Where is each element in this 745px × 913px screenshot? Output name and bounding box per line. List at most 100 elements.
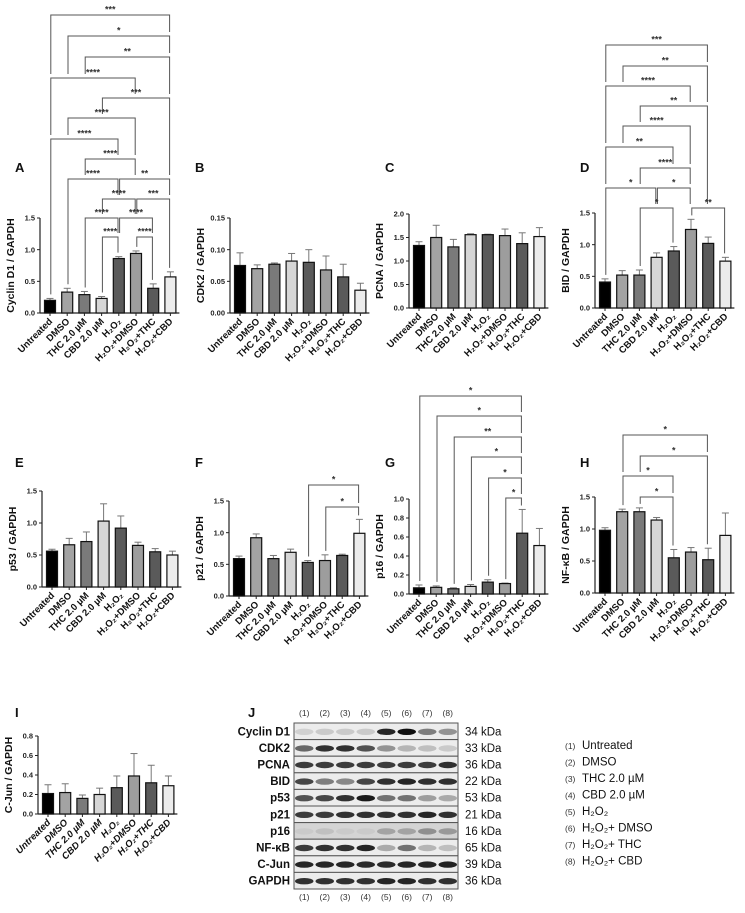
y-axis-label: NF-κB / GAPDH bbox=[560, 506, 572, 584]
protein-band bbox=[315, 795, 334, 802]
bar bbox=[702, 559, 715, 594]
significance-label: **** bbox=[95, 208, 110, 218]
significance-bracket bbox=[101, 97, 171, 175]
bar bbox=[412, 587, 426, 595]
significance-bracket bbox=[622, 475, 674, 506]
legend-number: (2) bbox=[565, 758, 576, 768]
significance-bracket bbox=[67, 178, 119, 285]
protein-band bbox=[438, 745, 457, 752]
significance-bracket bbox=[84, 56, 171, 94]
y-tick-label: 0.0 bbox=[27, 583, 37, 592]
protein-band bbox=[438, 861, 457, 868]
protein-band bbox=[377, 844, 396, 852]
protein-band bbox=[356, 828, 375, 835]
bar bbox=[78, 294, 91, 314]
significance-bracket bbox=[639, 105, 708, 204]
significance-label: * bbox=[332, 475, 336, 485]
molecular-weight-label: 36 kDa bbox=[465, 876, 502, 888]
protein-band bbox=[397, 828, 416, 835]
significance-bracket bbox=[67, 117, 136, 155]
protein-band bbox=[356, 745, 375, 752]
lane-label-top: (2) bbox=[320, 708, 331, 718]
bar bbox=[533, 544, 546, 595]
panel-letter: B bbox=[195, 160, 204, 175]
bar bbox=[336, 554, 349, 597]
bar bbox=[97, 520, 110, 588]
protein-band bbox=[315, 811, 334, 818]
protein-band bbox=[295, 811, 314, 818]
y-axis-label: p21 / GAPDH bbox=[194, 516, 206, 581]
bar bbox=[684, 551, 698, 594]
bar bbox=[464, 585, 477, 595]
significance-bracket bbox=[656, 187, 691, 204]
y-tick-label: 1.5 bbox=[394, 233, 404, 242]
legend-number: (1) bbox=[565, 741, 576, 751]
bar bbox=[667, 557, 680, 594]
panel-j-western-blot: J (1) (1) (2) (2) (3) (3) (4) (4) (5) (5) (6) (6) (7)… bbox=[238, 705, 502, 902]
y-tick-label: 0.2 bbox=[23, 790, 33, 799]
bar bbox=[45, 550, 59, 588]
y-tick-label: 0.2 bbox=[394, 571, 404, 580]
significance-bracket bbox=[101, 198, 136, 214]
bar bbox=[533, 235, 546, 309]
protein-band bbox=[356, 778, 375, 785]
bar bbox=[353, 532, 366, 597]
protein-band bbox=[315, 745, 334, 752]
lane-label-top: (4) bbox=[361, 708, 372, 718]
bar bbox=[110, 787, 123, 815]
bar bbox=[354, 289, 367, 314]
protein-band bbox=[418, 878, 437, 885]
y-tick-label: 1.0 bbox=[580, 240, 590, 249]
bar bbox=[131, 544, 145, 588]
bar bbox=[430, 586, 443, 595]
significance-label: **** bbox=[86, 169, 101, 179]
lane-label-bottom: (8) bbox=[443, 892, 454, 902]
protein-band bbox=[397, 878, 416, 885]
significance-label: * bbox=[503, 468, 507, 478]
y-tick-label: 0.00 bbox=[210, 309, 225, 318]
blot-row-bid: BID 22 kDa bbox=[270, 772, 502, 790]
lane-label-bottom: (6) bbox=[402, 892, 413, 902]
bar bbox=[447, 588, 460, 595]
molecular-weight-label: 34 kDa bbox=[465, 726, 502, 738]
lane-label-top: (5) bbox=[381, 708, 392, 718]
panel-letter: F bbox=[195, 455, 203, 470]
panel-letter: E bbox=[15, 455, 24, 470]
protein-band bbox=[356, 811, 375, 818]
bar bbox=[616, 511, 629, 594]
significance-bracket bbox=[622, 125, 691, 164]
bar bbox=[516, 532, 529, 595]
bar bbox=[302, 261, 315, 314]
significance-label: * bbox=[340, 497, 344, 507]
protein-band bbox=[295, 878, 314, 885]
significance-label: *** bbox=[651, 35, 662, 45]
blot-row-cdk2: CDK2 33 kDa bbox=[259, 739, 502, 757]
y-tick-label: 0.4 bbox=[394, 552, 405, 561]
y-tick-label: 0.4 bbox=[23, 771, 34, 780]
bar bbox=[233, 264, 247, 314]
lane-legend: (1) Untreated (2) DMSO (3) THC 2.0 µM (4) CBD 2… bbox=[565, 740, 653, 868]
bar bbox=[598, 529, 612, 594]
y-tick-label: 0.5 bbox=[27, 551, 37, 560]
significance-label: * bbox=[512, 488, 516, 498]
protein-band bbox=[397, 811, 416, 818]
protein-band bbox=[336, 811, 355, 818]
y-tick-label: 0.05 bbox=[210, 277, 225, 286]
legend-label: H₂O₂ bbox=[582, 806, 608, 818]
protein-band bbox=[377, 728, 396, 735]
bar bbox=[250, 537, 263, 597]
legend-number: (4) bbox=[565, 791, 576, 801]
protein-band bbox=[356, 844, 375, 852]
y-tick-label: 0.0 bbox=[25, 309, 35, 318]
significance-label: **** bbox=[138, 227, 153, 237]
significance-label: **** bbox=[641, 76, 656, 86]
legend-label: Untreated bbox=[582, 740, 633, 752]
panel-letter: J bbox=[248, 705, 255, 720]
y-tick-label: 1.5 bbox=[25, 214, 35, 223]
y-tick-label: 0.0 bbox=[394, 590, 404, 599]
significance-bracket bbox=[639, 496, 674, 546]
protein-band bbox=[377, 811, 396, 818]
significance-label: ** bbox=[141, 169, 149, 179]
protein-band bbox=[397, 778, 416, 785]
